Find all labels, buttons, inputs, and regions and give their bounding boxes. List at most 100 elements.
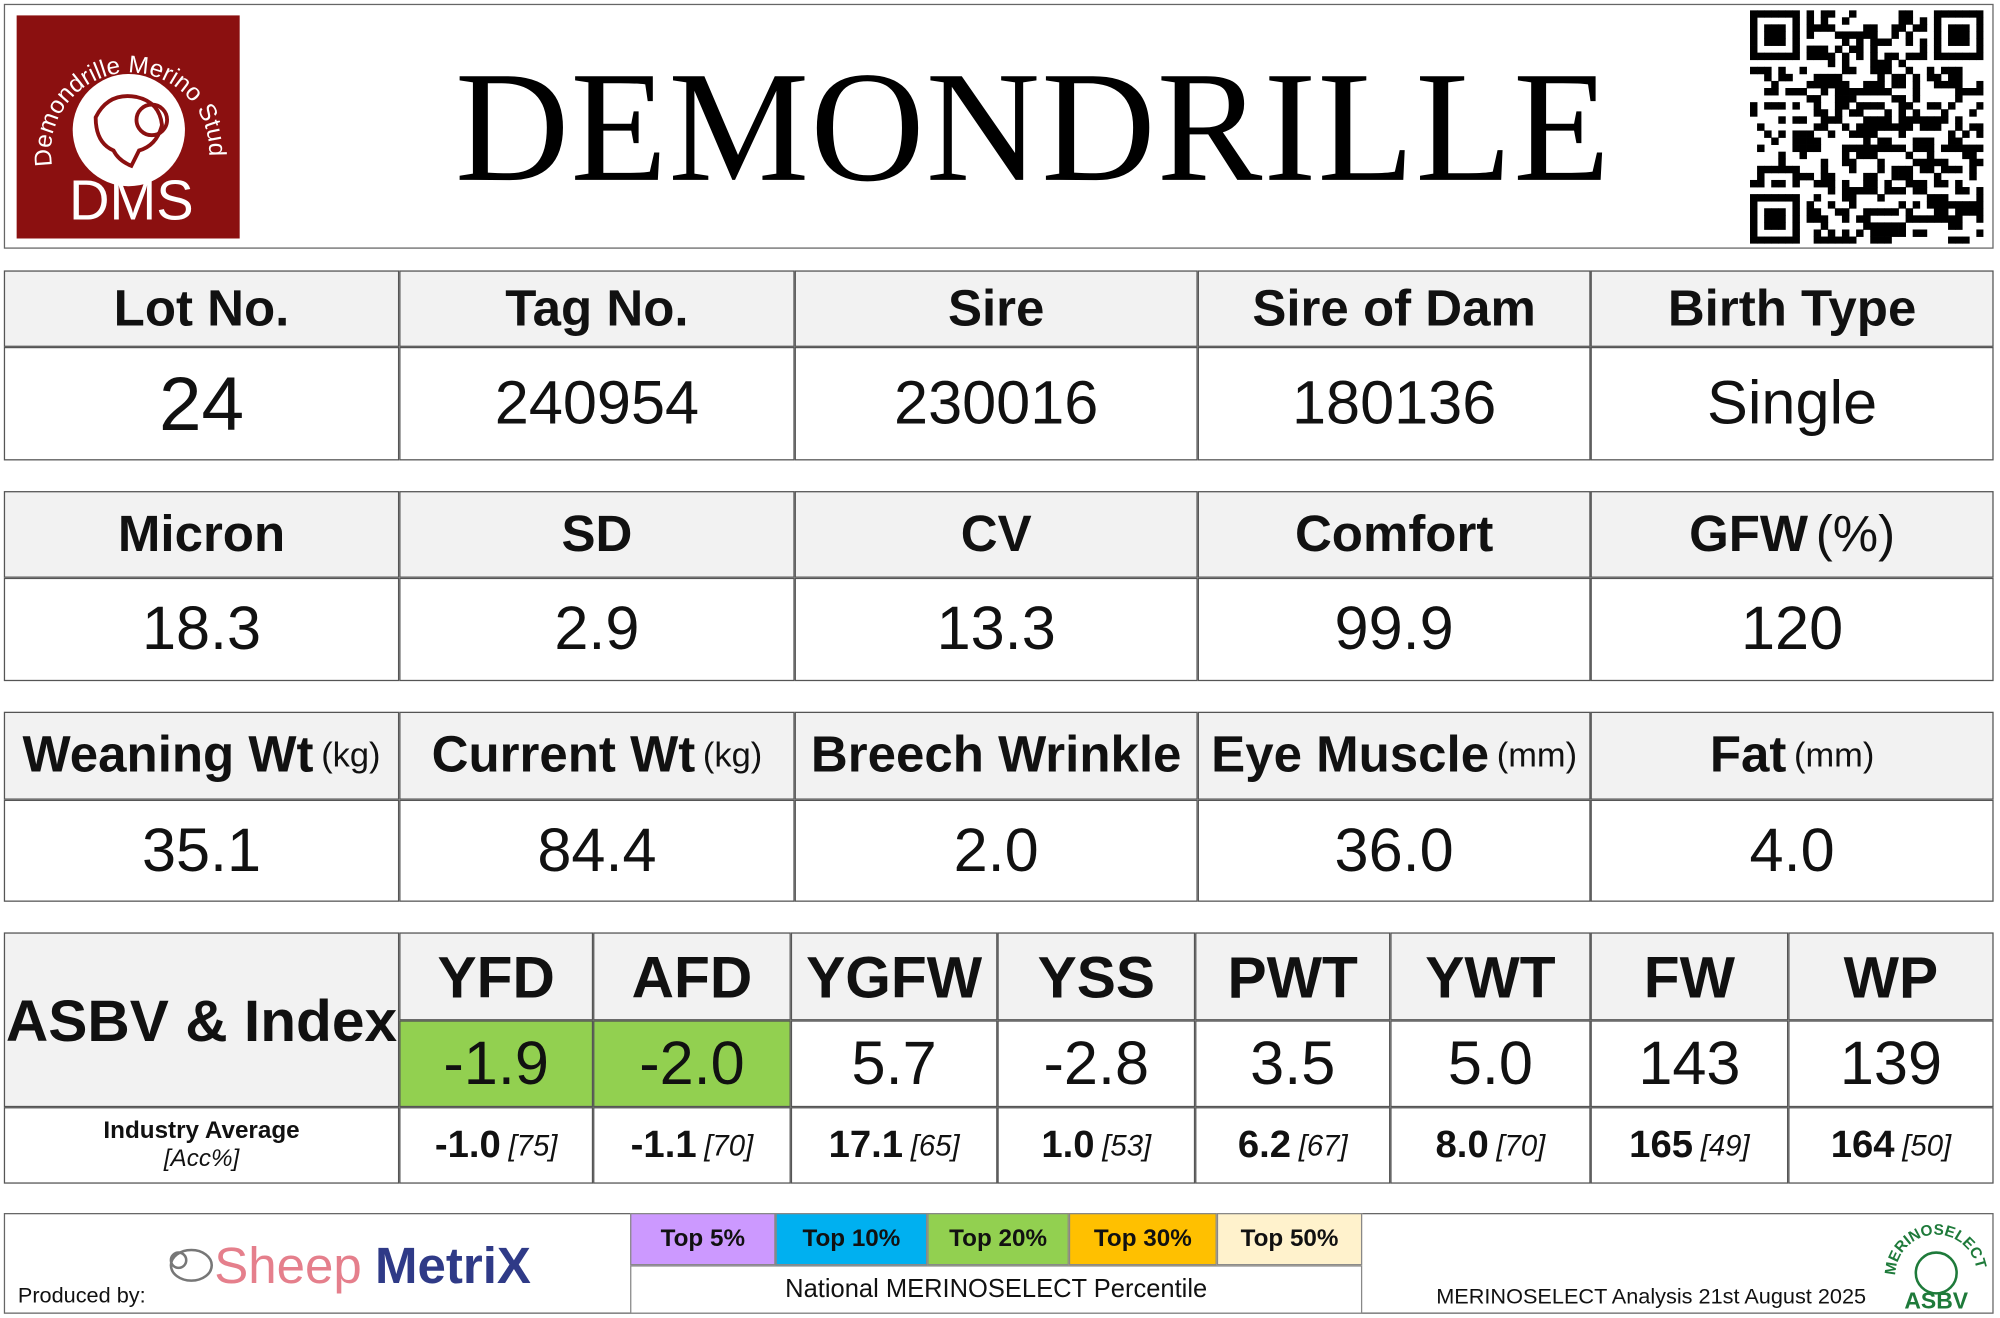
qr-module bbox=[1849, 236, 1857, 244]
qr-module bbox=[1891, 31, 1899, 39]
qr-module bbox=[1976, 123, 1984, 131]
qr-module bbox=[1969, 172, 1977, 181]
qr-module bbox=[1813, 123, 1822, 131]
qr-module bbox=[1962, 31, 1970, 39]
qr-module bbox=[1778, 165, 1786, 174]
trait-value: 5.0 bbox=[1390, 1020, 1591, 1108]
column-header: GFW (%) bbox=[1590, 491, 1994, 578]
qr-module bbox=[1757, 144, 1765, 153]
qr-module bbox=[1827, 229, 1836, 237]
qr-module bbox=[1785, 73, 1793, 82]
qr-module bbox=[1806, 17, 1815, 25]
qr-module bbox=[1919, 158, 1928, 167]
qr-module bbox=[1841, 179, 1850, 188]
qr-module bbox=[1757, 179, 1765, 188]
trait-average: -1.1 bbox=[630, 1123, 697, 1166]
qr-module bbox=[1792, 215, 1800, 223]
qr-module bbox=[1884, 52, 1892, 61]
qr-module bbox=[1841, 151, 1850, 160]
qr-module bbox=[1771, 215, 1779, 223]
qr-module bbox=[1905, 38, 1914, 46]
qr-module bbox=[1757, 194, 1765, 202]
qr-module bbox=[1870, 24, 1878, 32]
qr-module bbox=[1976, 158, 1984, 167]
qr-module bbox=[1749, 24, 1758, 32]
qr-module bbox=[1919, 187, 1928, 195]
qr-module bbox=[1898, 229, 1906, 237]
qr-module bbox=[1870, 144, 1878, 153]
qr-module bbox=[1870, 31, 1878, 39]
qr-module bbox=[1933, 10, 1942, 18]
qr-module bbox=[1870, 123, 1878, 131]
qr-module bbox=[1834, 73, 1843, 82]
column-label: Fat bbox=[1709, 727, 1787, 784]
qr-module bbox=[1884, 236, 1892, 244]
qr-module bbox=[1771, 179, 1779, 188]
qr-module bbox=[1778, 38, 1786, 46]
qr-module bbox=[1870, 172, 1878, 181]
qr-module bbox=[1764, 215, 1772, 223]
column-value: 24 bbox=[3, 346, 400, 461]
qr-module bbox=[1778, 73, 1786, 82]
qr-module bbox=[1749, 229, 1758, 237]
qr-module bbox=[1976, 215, 1984, 223]
qr-module bbox=[1771, 88, 1779, 96]
qr-module bbox=[1926, 137, 1935, 145]
qr-module bbox=[1778, 215, 1786, 223]
qr-module bbox=[1933, 116, 1942, 124]
ms-circle bbox=[1914, 1251, 1958, 1295]
qr-module bbox=[1778, 66, 1786, 75]
column-value: 180136 bbox=[1197, 346, 1591, 461]
qr-module bbox=[1955, 144, 1963, 153]
qr-module bbox=[1834, 109, 1843, 117]
qr-module bbox=[1898, 102, 1906, 110]
qr-module bbox=[1799, 172, 1807, 181]
column-value: 35.1 bbox=[3, 799, 400, 902]
qr-module bbox=[1749, 222, 1758, 230]
qr-module bbox=[1969, 88, 1977, 96]
qr-module bbox=[1884, 116, 1892, 124]
qr-module bbox=[1955, 31, 1963, 39]
qr-module bbox=[1870, 59, 1878, 68]
qr-module bbox=[1940, 194, 1949, 202]
qr-module bbox=[1940, 208, 1949, 216]
qr-module bbox=[1962, 201, 1970, 209]
qr-module bbox=[1813, 236, 1822, 244]
qr-module bbox=[1813, 137, 1822, 145]
qr-module bbox=[1870, 179, 1878, 188]
qr-module bbox=[1785, 236, 1793, 244]
qr-module bbox=[1764, 194, 1772, 202]
qr-module bbox=[1969, 144, 1977, 153]
qr-module bbox=[1870, 66, 1878, 75]
qr-module bbox=[1919, 165, 1928, 174]
qr-module bbox=[1827, 80, 1836, 89]
qr-module bbox=[1849, 31, 1857, 39]
qr-module bbox=[1863, 123, 1871, 131]
column-value: 240954 bbox=[399, 346, 795, 461]
qr-module bbox=[1877, 123, 1885, 131]
qr-module bbox=[1863, 187, 1871, 195]
qr-module bbox=[1884, 59, 1892, 68]
qr-module bbox=[1792, 116, 1800, 124]
qr-module bbox=[1940, 10, 1949, 18]
qr-module bbox=[1877, 137, 1885, 145]
qr-module bbox=[1877, 102, 1885, 110]
qr-module bbox=[1969, 208, 1977, 216]
qr-module bbox=[1962, 24, 1970, 32]
qr-module bbox=[1933, 215, 1942, 223]
qr-module bbox=[1891, 187, 1899, 195]
qr-module bbox=[1841, 123, 1850, 131]
qr-module bbox=[1834, 116, 1843, 124]
qr-module bbox=[1898, 187, 1906, 195]
qr-module bbox=[1976, 144, 1984, 153]
qr-module bbox=[1849, 95, 1857, 103]
qr-module bbox=[1849, 201, 1857, 209]
qr-module bbox=[1969, 123, 1977, 131]
qr-module bbox=[1898, 24, 1906, 32]
qr-module bbox=[1841, 187, 1850, 195]
qr-module bbox=[1856, 109, 1864, 117]
qr-module bbox=[1749, 194, 1758, 202]
trait-average-cell: -1.0 [75] bbox=[399, 1107, 594, 1184]
qr-module bbox=[1799, 66, 1807, 75]
qr-module bbox=[1948, 66, 1956, 75]
